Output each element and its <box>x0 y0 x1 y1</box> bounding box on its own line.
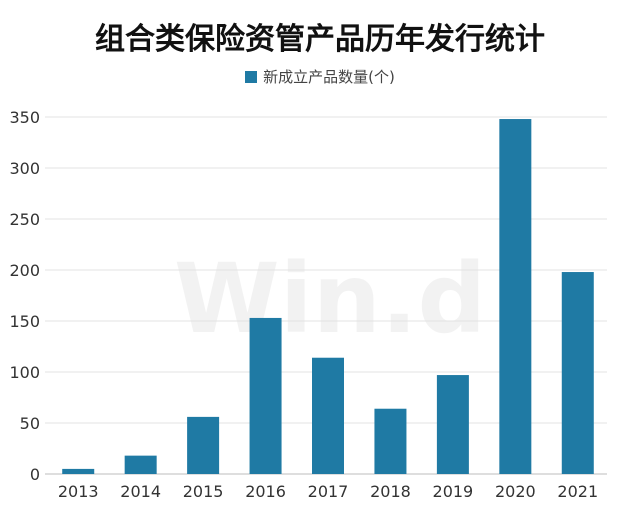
x-tick-label: 2017 <box>308 482 349 501</box>
chart-title: 组合类保险资管产品历年发行统计 <box>95 22 545 57</box>
y-tick-label: 0 <box>30 465 40 484</box>
bar-2018 <box>374 408 407 474</box>
x-tick-label: 2021 <box>557 482 598 501</box>
y-tick-label: 50 <box>20 414 40 433</box>
x-tick-label: 2020 <box>495 482 536 501</box>
bars-layer <box>62 119 594 474</box>
y-tick-label: 350 <box>9 108 40 127</box>
y-tick-label: 250 <box>9 210 40 229</box>
legend-swatch <box>245 71 258 83</box>
bar-2016 <box>249 317 282 474</box>
y-tick-label: 300 <box>9 159 40 178</box>
x-tick-label: 2018 <box>370 482 411 501</box>
bar-2014 <box>124 455 157 474</box>
legend: 新成立产品数量(个) <box>0 66 640 87</box>
bar-2013 <box>62 468 95 474</box>
x-tick-label: 2015 <box>183 482 224 501</box>
legend-label: 新成立产品数量(个) <box>263 68 395 86</box>
x-tick-label: 2019 <box>433 482 474 501</box>
bar-2021 <box>561 272 594 474</box>
x-axis-labels: 2013 2014 2015 2016 2017 2018 2019 2020 2021 <box>58 482 598 501</box>
watermark: Win.d <box>174 243 486 355</box>
y-tick-label: 200 <box>9 261 40 280</box>
y-tick-label: 150 <box>9 312 40 331</box>
y-axis-labels: 0 50 100 150 200 250 300 350 <box>9 108 40 484</box>
x-tick-label: 2014 <box>120 482 161 501</box>
bar-2019 <box>436 375 469 474</box>
bar-2017 <box>312 357 344 474</box>
x-tick-label: 2016 <box>245 482 286 501</box>
bar-2020 <box>499 119 532 474</box>
x-tick-label: 2013 <box>58 482 99 501</box>
y-tick-label: 100 <box>9 363 40 382</box>
bar-2015 <box>187 416 220 474</box>
